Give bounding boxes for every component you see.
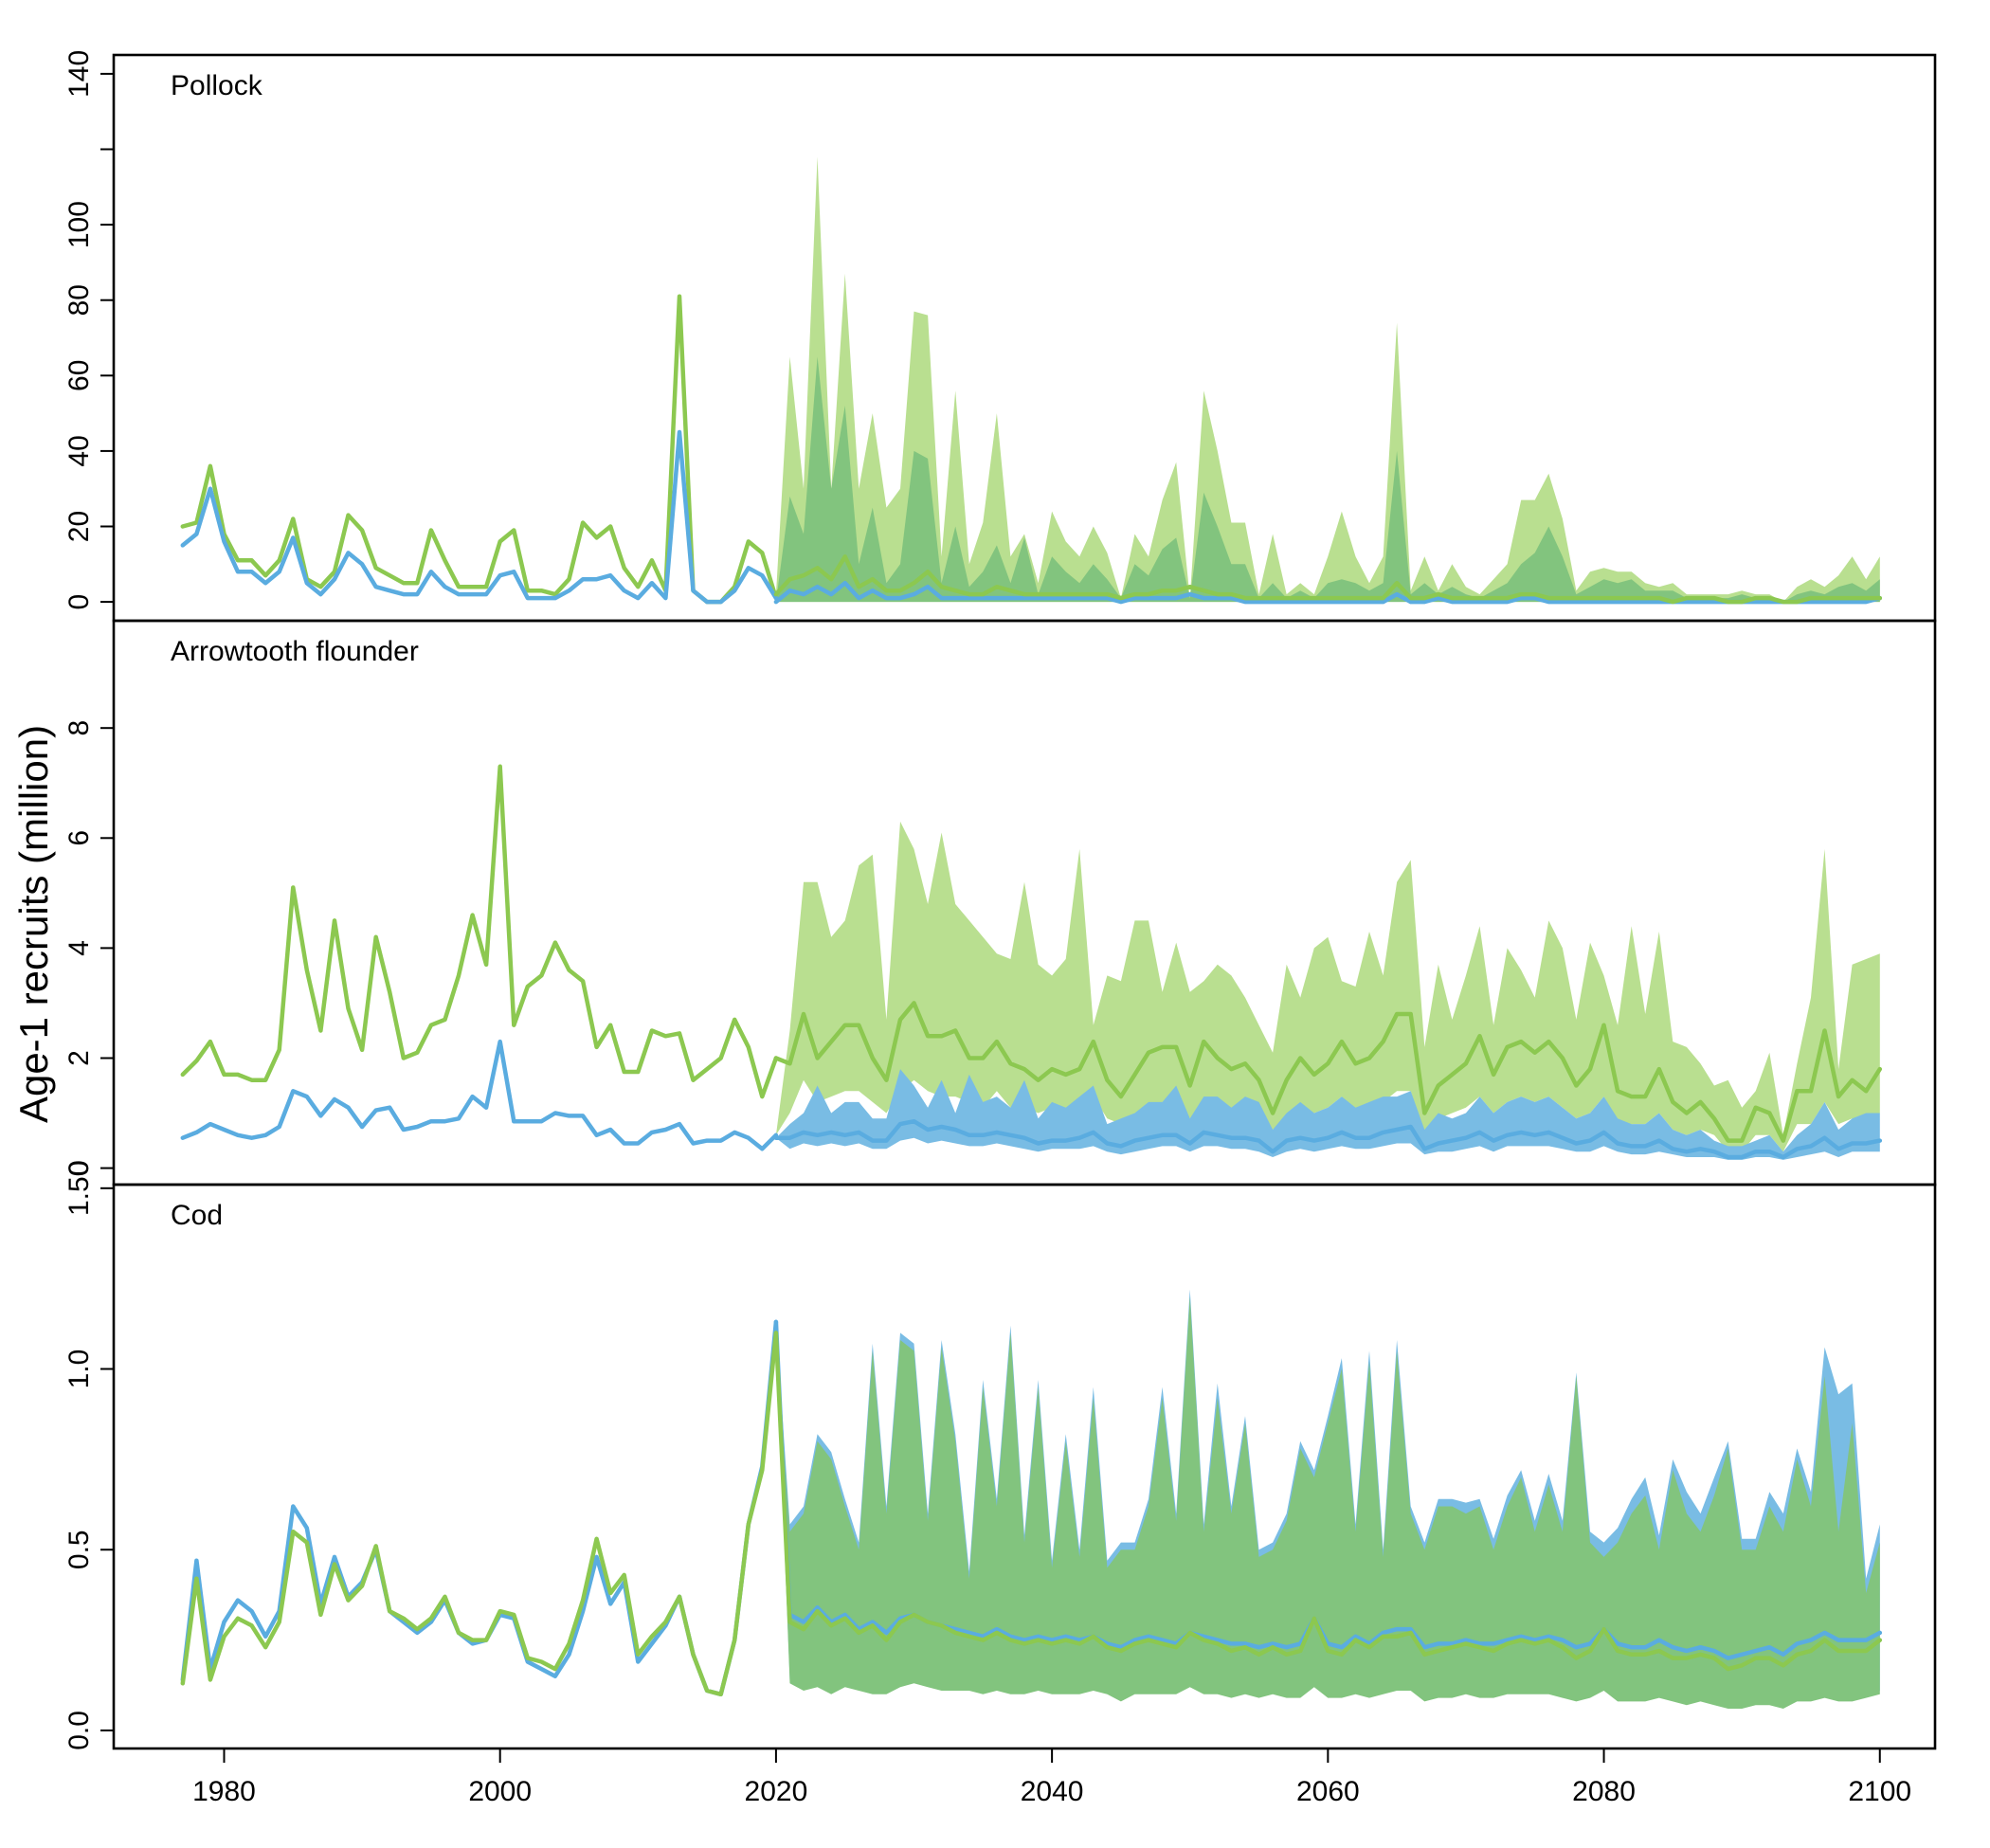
y-tick-label: 1.0 [63, 1350, 95, 1389]
y-axis-cod: 0.0 0.5 1.0 1.50 [63, 1161, 115, 1750]
y-tick-label: 80 [63, 284, 95, 316]
history-line-blue [180, 1039, 779, 1151]
overlap-band [775, 1296, 1880, 1709]
y-tick-label: 1.50 [63, 1161, 95, 1216]
history-line-green [180, 294, 779, 605]
green-band [775, 156, 1880, 603]
x-tick-label: 2080 [1572, 1776, 1636, 1807]
x-tick-label: 1980 [192, 1776, 256, 1807]
y-axis-label: Age-1 recruits (million) [11, 725, 56, 1123]
y-tick-label: 100 [63, 201, 95, 248]
y-tick-label: 2 [63, 1050, 95, 1066]
panel-title-arrowtooth-flounder: Arrowtooth flounder [171, 636, 419, 667]
median-line-green [773, 1331, 1883, 1672]
history-line-blue [180, 429, 779, 605]
x-axis: 1980 2000 2020 2040 2060 2080 2100 [192, 1748, 1911, 1807]
median-line-green [773, 554, 1883, 605]
y-tick-label: 0 [63, 594, 95, 610]
y-tick-label: 60 [63, 360, 95, 391]
x-tick-label: 2000 [468, 1776, 532, 1807]
y-tick-label: 140 [63, 50, 95, 98]
y-tick-label: 8 [63, 720, 95, 736]
plot-area [180, 156, 1883, 605]
panel-title-pollock: Pollock [171, 70, 263, 101]
median-line-green [773, 1001, 1883, 1143]
plot-area [180, 764, 1883, 1160]
panel-cod: 0.0 0.5 1.0 1.50 Cod [63, 1161, 1937, 1750]
y-tick-label: 4 [63, 940, 95, 956]
y-axis-arrowtooth-flounder: 0 2 4 6 8 [63, 720, 115, 1176]
plot-area [180, 1289, 1883, 1709]
y-tick-label: 20 [63, 511, 95, 542]
x-tick-label: 2040 [1021, 1776, 1084, 1807]
y-axis-pollock: 0 20 40 60 80 100 140 [63, 50, 115, 610]
x-tick-label: 2020 [745, 1776, 808, 1807]
history-line-green [180, 764, 779, 1099]
y-tick-label: 0.5 [63, 1530, 95, 1569]
x-tick-label: 2060 [1296, 1776, 1360, 1807]
y-tick-label: 0.0 [63, 1711, 95, 1750]
panel-pollock: 0 20 40 60 80 100 140 Pollock [63, 50, 1937, 623]
history-line-green [180, 1331, 779, 1697]
median-line-blue [773, 1319, 1883, 1660]
x-tick-label: 2100 [1848, 1776, 1911, 1807]
blue-band [775, 1069, 1880, 1160]
median-line-blue [773, 1118, 1883, 1160]
panel-arrowtooth-flounder: 0 2 4 6 8 Arrowtooth flounder [63, 619, 1937, 1187]
panel-title-cod: Cod [171, 1200, 223, 1231]
panels: 0 20 40 60 80 100 140 Pollock 0 2 4 6 8 Arrowtooth fl… [63, 50, 1937, 1750]
y-tick-label: 0 [63, 1160, 95, 1176]
y-tick-label: 40 [63, 435, 95, 466]
median-line-blue [773, 580, 1883, 605]
y-tick-label: 6 [63, 830, 95, 846]
